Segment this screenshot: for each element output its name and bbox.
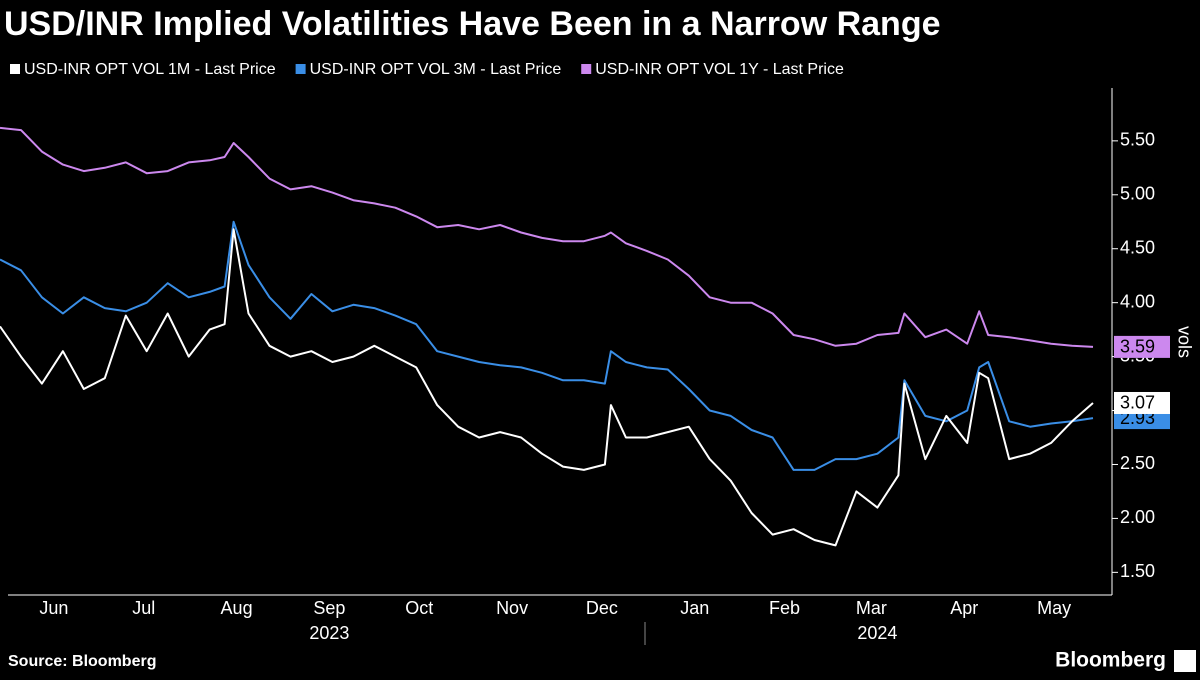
x-tick-label: Nov [496,598,528,618]
x-tick-label: Dec [586,598,618,618]
y-tick-label: 4.50 [1120,237,1155,257]
legend-label: USD-INR OPT VOL 1Y - Last Price [595,61,844,78]
y-tick-label: 5.00 [1120,184,1155,204]
x-tick-label: Apr [950,598,978,618]
chart-title: USD/INR Implied Volatilities Have Been i… [4,5,941,43]
last-value-box [1114,391,1170,414]
y-tick-label: 2.00 [1120,507,1155,527]
brand-icon [1174,650,1196,672]
x-tick-label: Jun [39,598,68,618]
y-tick-label: 2.50 [1120,453,1155,473]
year-label: 2023 [309,623,349,643]
legend-swatch [581,64,592,74]
brand: Bloomberg [1055,649,1166,672]
x-tick-label: Jan [680,598,709,618]
source: Source: Bloomberg [8,653,156,670]
series-line [0,126,1094,348]
x-tick-label: Aug [221,598,253,618]
x-tick-label: Sep [313,598,345,618]
x-tick-label: Feb [769,598,800,618]
y-tick-label: 4.00 [1120,291,1155,311]
x-tick-label: Jul [132,598,155,618]
year-label: 2024 [857,623,897,643]
legend-swatch [10,64,20,74]
y-tick-label: 1.50 [1120,561,1155,581]
last-value-label: 3.07 [1120,393,1155,413]
x-tick-label: May [1037,598,1071,618]
series-line [0,220,1094,471]
last-value-label: 3.59 [1120,337,1155,357]
last-value-box [1114,335,1170,358]
y-tick-label: 5.50 [1120,130,1155,150]
legend-label: USD-INR OPT VOL 1M - Last Price [24,61,276,78]
legend-swatch [295,64,306,74]
x-tick-label: Oct [405,598,433,618]
series-line [0,228,1094,547]
legend-label: USD-INR OPT VOL 3M - Last Price [310,61,562,78]
y-axis-label: vols [1174,326,1194,358]
x-tick-label: Mar [856,598,887,618]
